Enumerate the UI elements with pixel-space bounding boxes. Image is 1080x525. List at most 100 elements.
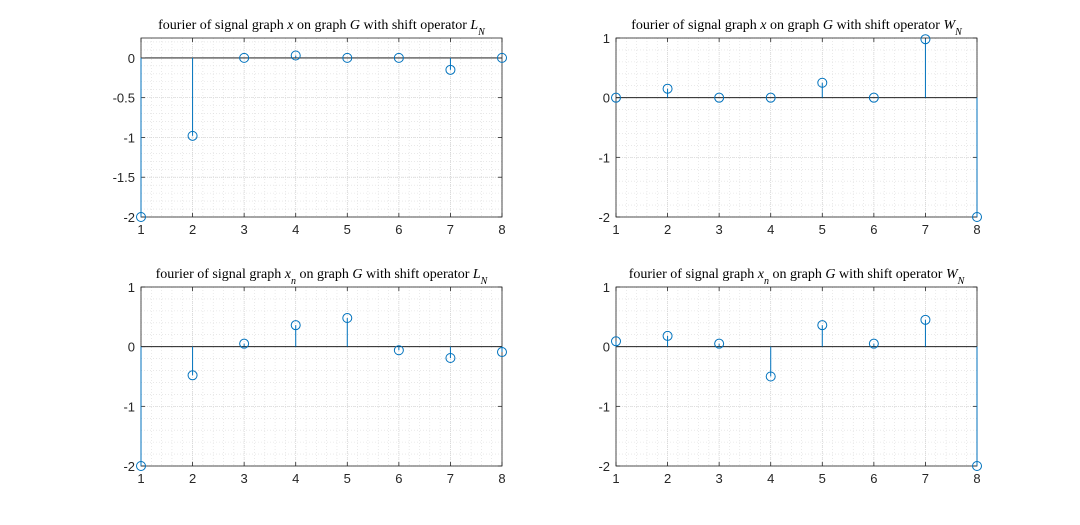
subplot-title: fourier of signal graph x on graph G wit… bbox=[158, 18, 486, 38]
title-subscript: N bbox=[957, 276, 966, 287]
title-subscript: N bbox=[477, 27, 486, 38]
subplot-title: fourier of signal graph xn on graph G wi… bbox=[629, 267, 966, 287]
minor-grid bbox=[140, 286, 503, 467]
stem-marker bbox=[868, 92, 879, 103]
x-tick-label: 5 bbox=[344, 222, 351, 237]
x-tick-label: 8 bbox=[498, 222, 505, 237]
stem-marker bbox=[662, 83, 673, 94]
x-tick-label: 5 bbox=[819, 471, 826, 486]
title-part: x bbox=[757, 267, 765, 282]
y-tick-label: -1 bbox=[123, 130, 135, 145]
title-subscript: n bbox=[291, 276, 296, 287]
y-tick-label: 0 bbox=[128, 51, 135, 66]
title-part: on graph bbox=[296, 267, 352, 282]
y-tick-label: 1 bbox=[603, 280, 610, 295]
x-tick-label: 2 bbox=[664, 471, 671, 486]
stem-marker bbox=[239, 52, 250, 63]
x-tick-label: 1 bbox=[612, 222, 619, 237]
stem-marker bbox=[714, 92, 725, 103]
title-part: W bbox=[943, 18, 956, 33]
y-tick-label: -2 bbox=[598, 459, 610, 474]
subplot-1: 1 2 3 4 5 6 7 8 0 -0.5 -1 -1.5 -2 fourier of signal g… bbox=[113, 18, 507, 237]
minor-grid bbox=[140, 38, 503, 218]
x-tick-label: 4 bbox=[292, 471, 299, 486]
y-tick-label: -2 bbox=[123, 459, 135, 474]
title-part: x bbox=[284, 267, 292, 282]
title-part: on graph bbox=[293, 18, 349, 33]
x-tick-label: 8 bbox=[498, 471, 505, 486]
stem-marker bbox=[920, 314, 931, 325]
axes-background bbox=[616, 38, 977, 217]
x-tick-label: 8 bbox=[973, 471, 980, 486]
title-part: with shift operator bbox=[833, 18, 943, 33]
title-part: G bbox=[823, 18, 833, 33]
y-tick-label: -1 bbox=[598, 150, 610, 165]
stem-marker bbox=[393, 345, 404, 356]
stem-marker bbox=[393, 52, 404, 63]
title-part: fourier of signal graph bbox=[158, 18, 287, 33]
stem-marker bbox=[239, 338, 250, 349]
title-part: G bbox=[352, 267, 362, 282]
stem-marker bbox=[817, 320, 828, 331]
y-tick-label: -2 bbox=[598, 210, 610, 225]
stem-marker bbox=[868, 338, 879, 349]
y-tick-label: 0 bbox=[603, 91, 610, 106]
x-tick-label: 3 bbox=[241, 222, 248, 237]
stem-marker bbox=[136, 461, 146, 471]
y-tick-label: 1 bbox=[128, 280, 135, 295]
title-part: L bbox=[472, 267, 481, 282]
y-tick-label: 0 bbox=[603, 340, 610, 355]
stem-marker bbox=[497, 347, 507, 358]
x-tick-label: 3 bbox=[716, 471, 723, 486]
stem-marker bbox=[611, 92, 621, 103]
x-tick-label: 2 bbox=[189, 222, 196, 237]
x-tick-label: 6 bbox=[395, 222, 402, 237]
y-tick-label: 0 bbox=[128, 340, 135, 355]
x-tick-label: 2 bbox=[664, 222, 671, 237]
y-tick-label: -1 bbox=[123, 399, 135, 414]
title-part: fourier of signal graph bbox=[631, 18, 760, 33]
x-tick-label: 3 bbox=[241, 471, 248, 486]
title-part: G bbox=[825, 267, 835, 282]
x-tick-label: 8 bbox=[973, 222, 980, 237]
title-part: with shift operator bbox=[360, 18, 470, 33]
axes-background bbox=[616, 287, 977, 466]
title-part: fourier of signal graph bbox=[156, 267, 285, 282]
stem-marker bbox=[765, 92, 776, 103]
axes-background bbox=[141, 287, 502, 466]
y-tick-label: -0.5 bbox=[113, 91, 135, 106]
subplot-4: 1 2 3 4 5 6 7 8 1 0 -1 -2 fourier of signal graph xn… bbox=[598, 267, 982, 486]
x-tick-label: 6 bbox=[395, 471, 402, 486]
stem-marker bbox=[972, 461, 982, 471]
title-part: on graph bbox=[767, 18, 823, 33]
stem-marker bbox=[290, 50, 301, 61]
x-tick-label: 1 bbox=[137, 471, 144, 486]
title-subscript: N bbox=[954, 27, 963, 38]
stem-marker bbox=[342, 52, 353, 63]
x-tick-label: 4 bbox=[292, 222, 299, 237]
stem-marker bbox=[290, 320, 301, 331]
x-tick-label: 7 bbox=[922, 471, 929, 486]
title-subscript: n bbox=[764, 276, 769, 287]
y-tick-label: -1 bbox=[598, 399, 610, 414]
title-part: W bbox=[946, 267, 959, 282]
subplot-3: 1 2 3 4 5 6 7 8 1 0 -1 -2 fourier of signal graph xn… bbox=[123, 267, 507, 486]
title-subscript: N bbox=[480, 276, 489, 287]
x-tick-label: 5 bbox=[819, 222, 826, 237]
y-tick-label: -2 bbox=[123, 210, 135, 225]
x-tick-label: 7 bbox=[447, 471, 454, 486]
title-part: with shift operator bbox=[362, 267, 472, 282]
stem-marker bbox=[187, 130, 198, 141]
x-tick-label: 1 bbox=[612, 471, 619, 486]
title-part: fourier of signal graph bbox=[629, 267, 758, 282]
stem-marker bbox=[445, 353, 456, 364]
title-part: with shift operator bbox=[836, 267, 946, 282]
x-tick-label: 7 bbox=[447, 222, 454, 237]
title-part: x bbox=[286, 18, 294, 33]
stem-marker bbox=[342, 313, 353, 324]
subplot-2: 1 2 3 4 5 6 7 8 1 0 -1 -2 fourier of signal graph x … bbox=[598, 18, 982, 237]
stem-marker bbox=[765, 371, 776, 382]
title-part: x bbox=[759, 18, 767, 33]
x-tick-label: 7 bbox=[922, 222, 929, 237]
